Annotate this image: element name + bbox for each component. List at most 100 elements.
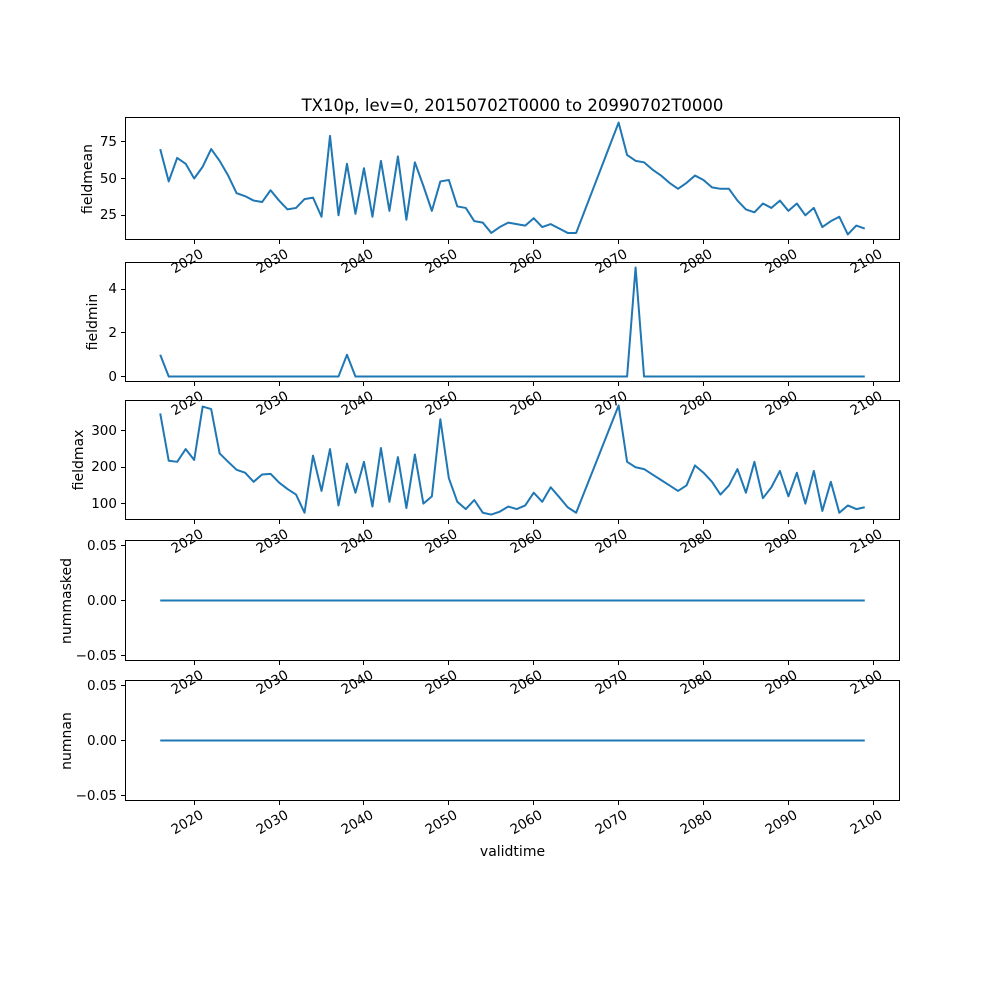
x-tick — [533, 240, 535, 244]
y-tick — [121, 332, 125, 334]
x-tick — [872, 520, 874, 524]
x-tick — [193, 520, 195, 524]
data-line-fieldmax — [159, 404, 865, 516]
y-tick-label: −0.05 — [75, 787, 117, 804]
x-tick — [363, 801, 365, 805]
x-tick — [787, 801, 789, 805]
x-tick-label: 2080 — [677, 807, 716, 839]
y-tick-label: 100 — [91, 495, 117, 512]
x-tick — [787, 661, 789, 665]
x-tick-label: 2030 — [253, 807, 292, 839]
x-tick — [533, 382, 535, 386]
y-tick-label: 0.05 — [86, 537, 117, 554]
x-tick-label: 2070 — [592, 807, 631, 839]
x-axis-label: validtime — [479, 844, 546, 860]
y-tick — [121, 466, 125, 468]
y-tick — [121, 214, 125, 216]
x-tick — [618, 520, 620, 524]
y-axis-label-fieldmax: fieldmax — [71, 429, 87, 491]
x-tick — [363, 520, 365, 524]
y-tick-label: 25 — [99, 207, 117, 224]
x-tick — [278, 240, 280, 244]
y-axis-label-fieldmean: fieldmean — [80, 143, 96, 214]
y-tick-label: 0.00 — [86, 592, 117, 609]
x-tick — [193, 240, 195, 244]
data-line-fieldmean — [159, 121, 866, 236]
x-tick — [448, 520, 450, 524]
y-tick — [121, 178, 125, 179]
y-tick-label: 0 — [108, 368, 117, 385]
x-tick — [787, 520, 789, 524]
x-tick — [618, 661, 620, 665]
x-tick-label: 2090 — [762, 807, 801, 839]
x-tick — [787, 382, 789, 386]
x-tick-label: 2050 — [423, 807, 461, 839]
y-tick — [121, 740, 125, 741]
x-tick — [278, 382, 280, 386]
x-tick — [618, 240, 620, 244]
x-tick — [193, 382, 195, 386]
x-tick — [363, 240, 365, 244]
y-tick — [121, 655, 125, 656]
x-tick — [193, 801, 195, 805]
y-tick — [121, 376, 125, 378]
x-tick — [872, 661, 874, 665]
subplot-numnan — [125, 680, 900, 801]
subplot-nummasked — [125, 540, 900, 661]
y-tick-label: 0.00 — [86, 732, 117, 749]
y-tick-label: 200 — [91, 459, 117, 476]
y-tick-label: 300 — [91, 422, 117, 439]
y-tick — [121, 430, 125, 432]
y-axis-label-nummasked: nummasked — [59, 557, 75, 644]
y-tick-label: 2 — [108, 324, 117, 341]
x-tick — [278, 801, 280, 805]
x-tick — [872, 240, 874, 244]
y-tick-label: 4 — [108, 281, 117, 298]
x-tick — [618, 801, 620, 805]
data-line-fieldmin — [159, 266, 865, 378]
y-tick — [121, 795, 125, 796]
x-tick — [702, 520, 704, 524]
y-tick — [121, 141, 125, 143]
x-tick — [448, 801, 450, 805]
subplot-fieldmin — [125, 262, 900, 382]
y-tick-label: 0.05 — [86, 677, 117, 694]
figure-title: TX10p, lev=0, 20150702T0000 to 20990702T… — [301, 96, 724, 115]
y-tick-label: 50 — [99, 170, 117, 187]
x-tick — [448, 240, 450, 244]
x-tick — [533, 801, 535, 805]
y-axis-label-fieldmin: fieldmin — [85, 293, 101, 351]
x-tick — [448, 661, 450, 665]
x-tick — [618, 382, 620, 386]
x-tick-label: 2020 — [168, 807, 207, 839]
y-tick-label: 75 — [99, 133, 117, 150]
x-tick-label: 2100 — [847, 807, 886, 839]
y-tick — [121, 545, 125, 546]
x-tick — [533, 661, 535, 665]
x-tick — [787, 240, 789, 244]
y-tick — [121, 503, 125, 505]
y-tick-label: −0.05 — [75, 647, 117, 664]
x-tick — [193, 661, 195, 665]
x-tick — [702, 801, 704, 805]
x-tick — [872, 801, 874, 805]
x-tick — [533, 520, 535, 524]
x-tick — [702, 240, 704, 244]
x-tick — [448, 382, 450, 386]
x-tick-label: 2040 — [338, 807, 376, 839]
x-tick — [872, 382, 874, 386]
y-tick — [121, 685, 125, 686]
y-tick — [121, 288, 125, 290]
x-tick — [363, 661, 365, 665]
x-tick — [702, 382, 704, 386]
x-tick-label: 2060 — [507, 807, 546, 839]
y-tick — [121, 600, 125, 601]
x-tick — [363, 382, 365, 386]
subplot-fieldmax — [125, 400, 900, 520]
subplot-fieldmean — [125, 117, 900, 240]
y-axis-label-numnan: numnan — [59, 711, 75, 770]
x-tick — [278, 520, 280, 524]
x-tick — [278, 661, 280, 665]
x-tick — [702, 661, 704, 665]
